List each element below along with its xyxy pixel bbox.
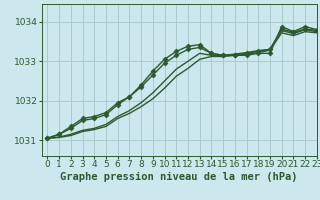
X-axis label: Graphe pression niveau de la mer (hPa): Graphe pression niveau de la mer (hPa) bbox=[60, 172, 298, 182]
